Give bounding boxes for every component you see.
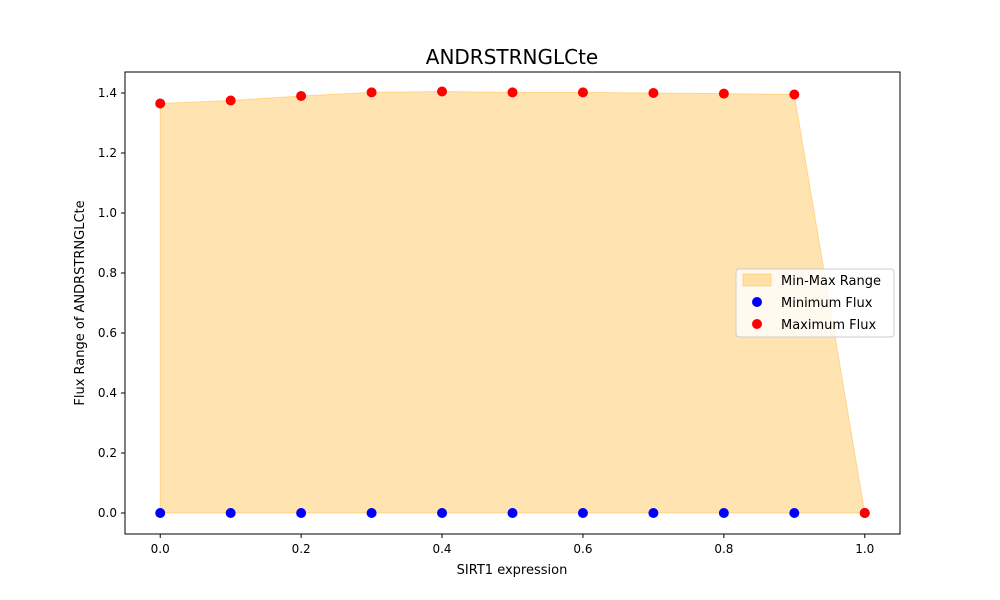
legend: Min-Max Range Minimum Flux Maximum Flux <box>735 268 895 338</box>
chart-title: ANDRSTRNGLCte <box>426 45 598 69</box>
x-tick-label: 0.6 <box>573 542 592 556</box>
maximum-flux-point <box>577 87 588 98</box>
maximum-flux-point <box>366 87 377 98</box>
legend-label-minimum-flux: Minimum Flux <box>781 296 873 311</box>
y-tick-label: 0.6 <box>98 326 117 340</box>
maximum-flux-point <box>648 88 659 98</box>
legend-swatch-min-max-range <box>742 273 772 287</box>
minimum-flux-point <box>437 508 448 518</box>
minimum-flux-point <box>296 508 307 518</box>
plot-area <box>155 86 870 518</box>
maximum-flux-point <box>859 508 870 518</box>
y-tick-label: 0.0 <box>98 506 117 520</box>
x-axis: 0.0 0.2 0.4 0.6 0.8 1.0 <box>151 534 874 556</box>
legend-label-min-max-range: Min-Max Range <box>781 274 881 289</box>
minimum-flux-point <box>225 508 236 518</box>
minimum-flux-point <box>366 508 377 518</box>
minimum-flux-point <box>507 508 518 518</box>
minimum-flux-point <box>577 508 588 518</box>
y-axis: 0.0 0.2 0.4 0.6 0.8 1.0 1.2 1.4 <box>98 86 125 520</box>
maximum-flux-point <box>296 91 307 101</box>
x-tick-label: 0.4 <box>432 542 451 556</box>
x-tick-label: 1.0 <box>855 542 874 556</box>
maximum-flux-point <box>507 87 518 98</box>
y-tick-label: 0.4 <box>98 386 117 400</box>
x-tick-label: 0.2 <box>292 542 311 556</box>
maximum-flux-point <box>718 88 729 99</box>
min-max-range-area <box>159 90 866 514</box>
maximum-flux-point <box>437 86 448 97</box>
legend-box <box>735 268 895 338</box>
y-tick-label: 1.0 <box>98 206 117 220</box>
maximum-flux-point <box>789 89 800 100</box>
legend-marker-maximum-flux <box>752 319 762 329</box>
minimum-flux-point <box>789 508 800 518</box>
maximum-flux-point <box>225 95 236 106</box>
minimum-flux-point <box>648 508 659 518</box>
y-tick-label: 1.2 <box>98 146 117 160</box>
x-tick-label: 0.8 <box>714 542 733 556</box>
y-tick-label: 1.4 <box>98 86 117 100</box>
minimum-flux-point <box>155 508 166 518</box>
y-tick-label: 0.2 <box>98 446 117 460</box>
y-axis-label: Flux Range of ANDRSTRNGLCte <box>73 200 88 405</box>
y-tick-label: 0.8 <box>98 266 117 280</box>
maximum-flux-point <box>155 98 166 109</box>
minimum-flux-point <box>718 508 729 518</box>
legend-label-maximum-flux: Maximum Flux <box>781 318 877 333</box>
legend-marker-minimum-flux <box>752 297 762 307</box>
x-axis-label: SIRT1 expression <box>457 563 568 578</box>
plot-frame <box>124 71 901 535</box>
x-tick-label: 0.0 <box>151 542 170 556</box>
